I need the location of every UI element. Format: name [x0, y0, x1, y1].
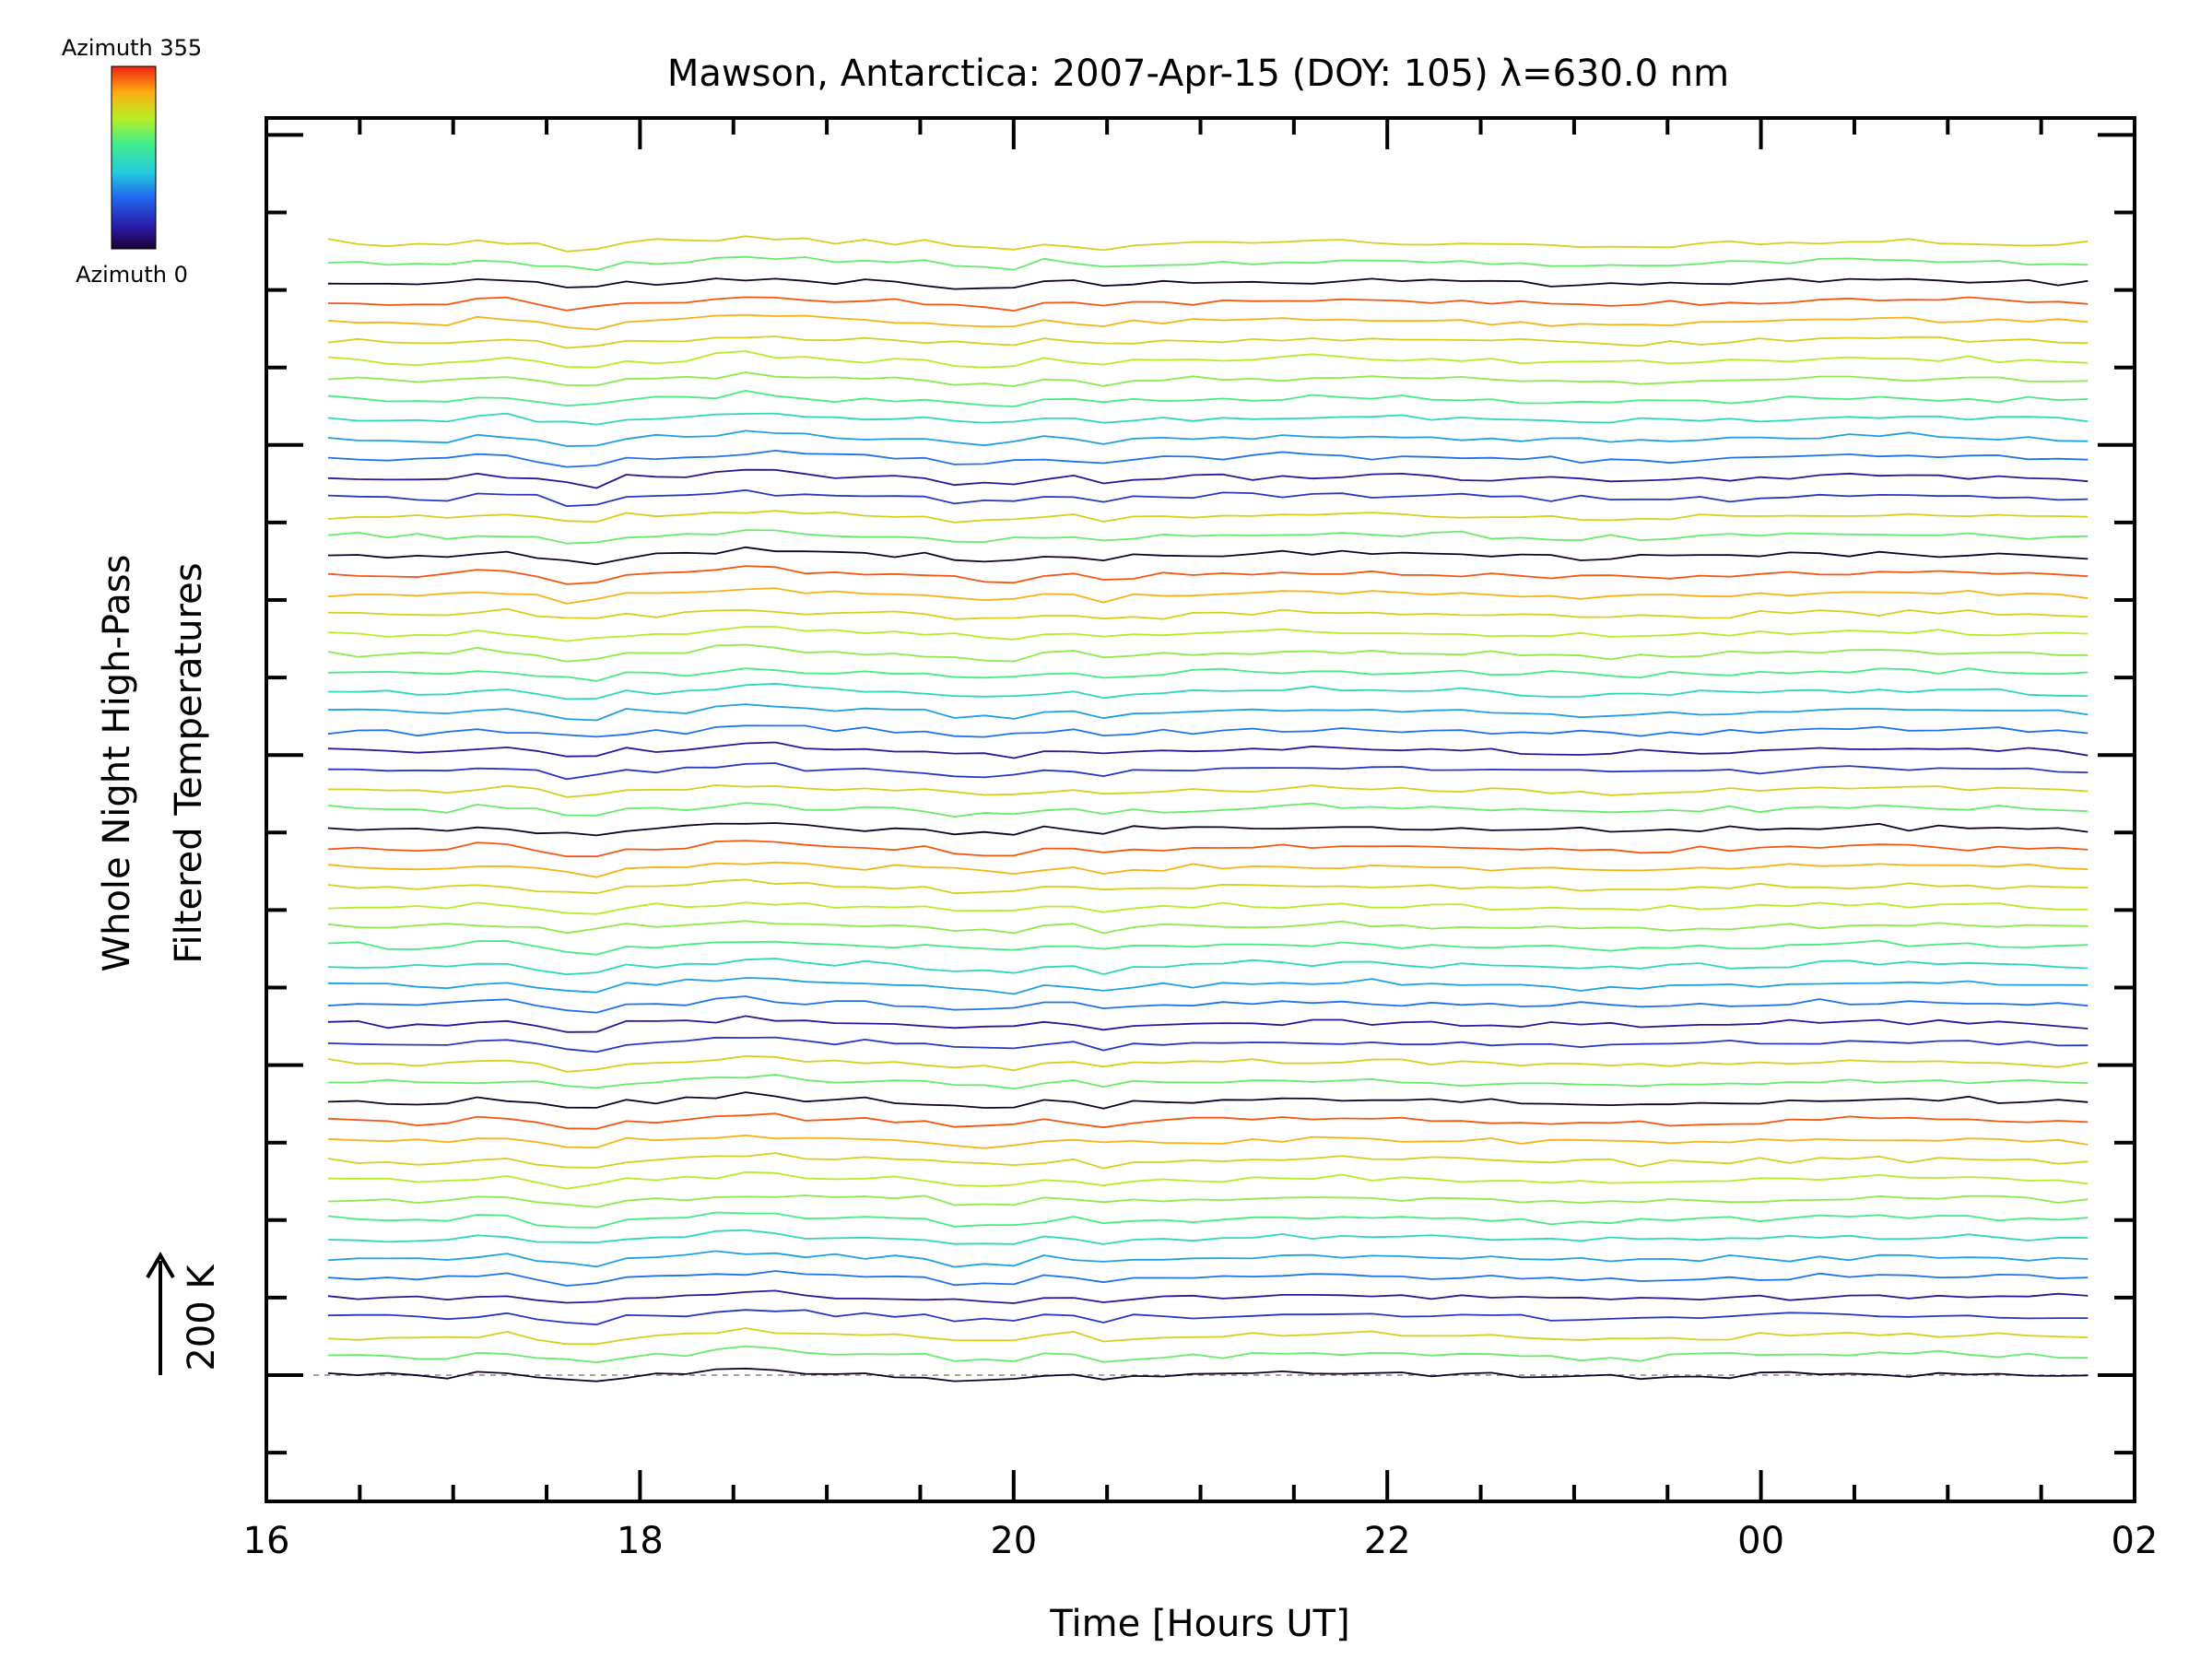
- x-axis-label: Time [Hours UT]: [1049, 1603, 1349, 1645]
- trace-line: [327, 565, 2088, 585]
- trace-line: [327, 861, 2088, 878]
- colorbar: [111, 65, 157, 250]
- trace-line: [327, 1091, 2088, 1110]
- trace-line: [327, 667, 2088, 682]
- y-axis-label-line2: Filtered Temperatures: [168, 562, 210, 963]
- colorbar-bottom-label: Azimuth 0: [76, 262, 188, 288]
- trace-line: [327, 1112, 2088, 1130]
- trace-line: [327, 626, 2088, 642]
- trace-line: [327, 1327, 2088, 1346]
- trace-line: [327, 510, 2088, 524]
- trace-line: [327, 412, 2088, 426]
- trace-line: [327, 335, 2088, 349]
- trace-line: [327, 643, 2088, 663]
- trace-line: [327, 977, 2088, 995]
- trace-line: [327, 1055, 2088, 1073]
- x-tick-label: 18: [617, 1520, 664, 1562]
- trace-line: [327, 939, 2088, 956]
- trace-line: [327, 703, 2088, 722]
- trace-line: [327, 878, 2088, 895]
- trace-line: [327, 235, 2088, 253]
- trace-line: [327, 277, 2088, 290]
- trace-line: [327, 741, 2088, 759]
- trace-line: [327, 1345, 2088, 1364]
- x-tick-label: 02: [2112, 1520, 2159, 1562]
- trace-line: [327, 1152, 2088, 1170]
- trace-line: [327, 389, 2088, 408]
- trace-line: [327, 607, 2088, 620]
- trace-line: [327, 920, 2088, 935]
- trace-line: [327, 1211, 2088, 1229]
- trace-line: [327, 529, 2088, 545]
- trace-line: [327, 901, 2088, 915]
- trace-line: [327, 449, 2088, 468]
- trace-line: [327, 1289, 2088, 1304]
- trace-line: [327, 313, 2088, 331]
- trace-line: [327, 488, 2088, 507]
- trace-line: [327, 1270, 2088, 1287]
- trace-line: [327, 371, 2088, 388]
- trace-line: [327, 1171, 2088, 1190]
- trace-line: [327, 802, 2088, 818]
- scale-label: 200 K: [181, 1264, 223, 1371]
- colorbar-top-label: Azimuth 355: [62, 35, 202, 61]
- trace-line: [327, 255, 2088, 272]
- trace-group: [313, 235, 2092, 1382]
- trace-line: [327, 724, 2088, 738]
- plot-frame: [265, 116, 2136, 1503]
- trace-line: [327, 587, 2088, 605]
- trace-line: [327, 784, 2088, 798]
- y-axis-label-line1: Whole Night High-Pass: [96, 555, 138, 972]
- x-tick-labels: 16 18 20 22 00 02: [243, 1520, 2159, 1562]
- x-tick-label: 16: [243, 1520, 290, 1562]
- trace-line: [327, 762, 2088, 781]
- trace-line: [327, 682, 2088, 700]
- trace-line: [327, 1135, 2088, 1149]
- x-tick-label: 00: [1737, 1520, 1784, 1562]
- x-tick-label: 20: [990, 1520, 1037, 1562]
- trace-line: [327, 958, 2088, 976]
- trace-line: [327, 546, 2088, 566]
- trace-line: [327, 350, 2088, 369]
- scale-arrow: [146, 1252, 175, 1375]
- trace-line: [327, 1250, 2088, 1268]
- trace-line: [327, 822, 2088, 837]
- trace-line: [327, 1074, 2088, 1090]
- trace-line: [327, 1367, 2088, 1382]
- axis-ticks: [265, 118, 2136, 1501]
- trace-line: [327, 995, 2088, 1014]
- trace-line: [327, 429, 2088, 447]
- chart-title: Mawson, Antarctica: 2007-Apr-15 (DOY: 10…: [667, 53, 1729, 95]
- trace-line: [327, 1015, 2088, 1033]
- trace-line: [327, 1229, 2088, 1245]
- trace-line: [327, 1309, 2088, 1325]
- x-tick-label: 22: [1364, 1520, 1411, 1562]
- trace-line: [327, 296, 2088, 312]
- trace-line: [327, 468, 2088, 489]
- trace-line: [327, 1194, 2088, 1208]
- trace-line: [327, 840, 2088, 858]
- trace-line: [327, 1036, 2088, 1053]
